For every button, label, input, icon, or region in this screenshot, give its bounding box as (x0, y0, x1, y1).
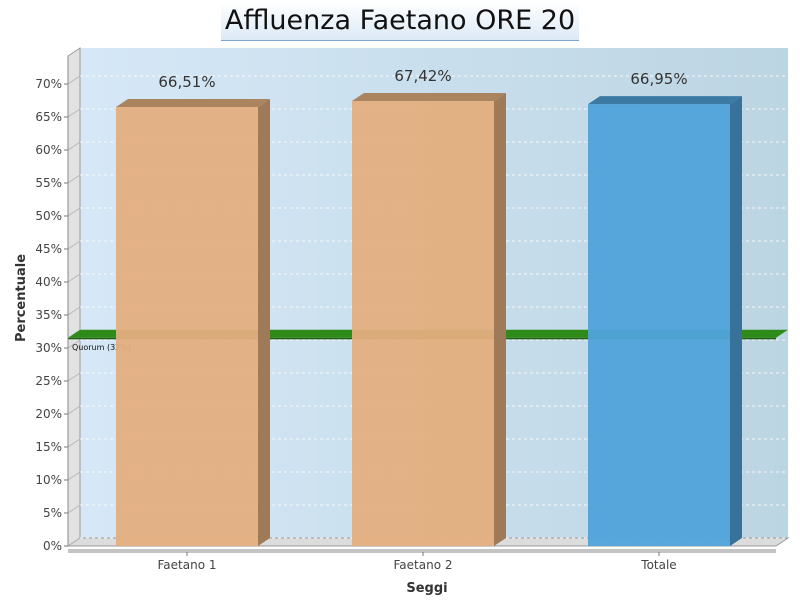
x-tick-label: Totale (640, 558, 676, 572)
y-tick-label: 50% (35, 209, 62, 223)
gridline-wall (67, 174, 81, 184)
y-axis-title: Percentuale (14, 254, 29, 342)
bar-front (116, 107, 258, 546)
y-tick-label: 70% (35, 77, 62, 91)
gridline-wall (67, 471, 81, 481)
bar-top (116, 99, 270, 108)
y-tick-label: 55% (35, 176, 62, 190)
gridline-wall (67, 273, 81, 283)
chart-title-wrap: Affluenza Faetano ORE 20 (0, 0, 800, 44)
bar-value-label: 66,95% (630, 70, 687, 88)
gridline-wall (67, 75, 81, 85)
gridline-wall (67, 504, 81, 514)
gridline-wall (67, 339, 81, 349)
bar-value-label: 66,51% (158, 73, 215, 91)
bar-top (588, 96, 742, 105)
bar-value-label: 67,42% (394, 67, 451, 85)
y-tick-label: 25% (35, 374, 62, 388)
x-axis-title: Seggi (406, 581, 447, 596)
y-tick-label: 30% (35, 341, 62, 355)
y-tick-label: 15% (35, 440, 62, 454)
gridline-wall (67, 141, 81, 151)
gridline-wall (67, 537, 81, 547)
bar-side (730, 96, 742, 546)
bar (116, 99, 270, 546)
gridline-wall (67, 372, 81, 382)
bar (352, 93, 506, 546)
gridline-wall (67, 405, 81, 415)
y-tick-label: 65% (35, 110, 62, 124)
y-tick-label: 20% (35, 407, 62, 421)
bar (588, 96, 742, 546)
chart-title: Affluenza Faetano ORE 20 (220, 2, 580, 41)
quorum-label: Quorum (32%) (72, 343, 131, 352)
y-tick-label: 35% (35, 308, 62, 322)
bar-side (258, 99, 270, 546)
gridline-wall (67, 108, 81, 118)
left-wall (67, 47, 81, 547)
x-tick-label: Faetano 1 (158, 558, 217, 572)
gridline-wall (67, 306, 81, 316)
bar-top (352, 93, 506, 102)
y-tick-label: 0% (43, 539, 62, 553)
y-tick-label: 40% (35, 275, 62, 289)
y-tick-label: 10% (35, 473, 62, 487)
bar-side (494, 93, 506, 546)
gridline-wall (67, 438, 81, 448)
x-tick-label: Faetano 2 (394, 558, 453, 572)
bar-front (352, 101, 494, 546)
gridline-wall (67, 207, 81, 217)
y-tick-label: 60% (35, 143, 62, 157)
gridline-wall (67, 240, 81, 250)
y-tick-label: 5% (43, 506, 62, 520)
y-tick-label: 45% (35, 242, 62, 256)
bar-front (588, 104, 730, 546)
